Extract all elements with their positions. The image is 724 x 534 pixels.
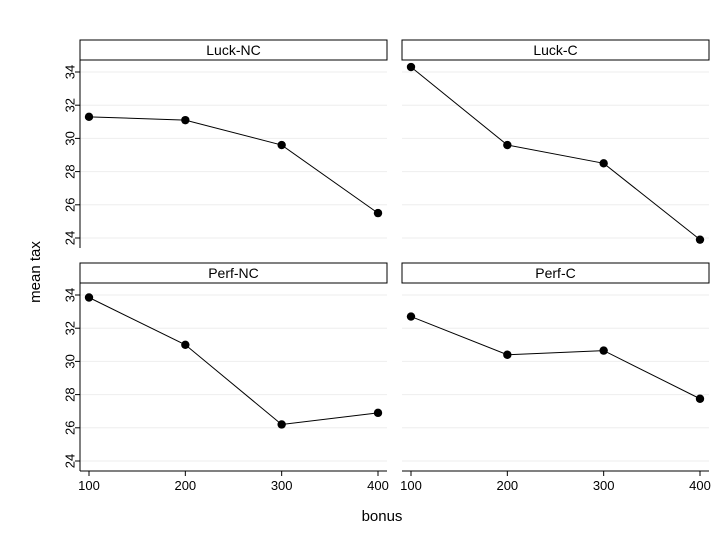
x-tick-label: 200 [496, 478, 518, 493]
panel-strip [79, 262, 388, 284]
y-tick-label: 28 [63, 164, 78, 178]
data-point [503, 140, 512, 150]
panel-perf-nc: Perf-NC 24 26 28 30 32 34 100 200 300 400 [63, 262, 389, 493]
data-point [503, 350, 512, 359]
panels-layer: Luck-NC 24 26 28 30 32 34 Luck-C Perf-NC 24 26 28 30… [63, 39, 711, 493]
y-tick-label: 28 [63, 387, 78, 401]
series-line [410, 316, 701, 400]
y-tick-label: 24 [63, 454, 78, 468]
x-tick-label: 300 [593, 478, 615, 493]
plot-area [402, 283, 709, 471]
data-point [695, 394, 705, 403]
y-tick-label: 32 [63, 321, 78, 335]
panel-strip [401, 262, 710, 284]
y-axis-title: mean tax [27, 241, 44, 303]
x-tick-label: 400 [689, 478, 711, 493]
panel-title: Luck-NC [206, 42, 260, 58]
y-tick-label: 30 [63, 131, 78, 145]
x-tick-label: 400 [367, 478, 389, 493]
x-tick-label: 200 [174, 478, 196, 493]
data-point [599, 159, 608, 168]
y-tick-label: 26 [63, 421, 78, 435]
panel-title: Perf-C [535, 265, 575, 281]
data-point [181, 340, 190, 349]
x-tick-label: 100 [78, 478, 100, 493]
y-tick-label: 24 [63, 231, 78, 245]
x-tick-label: 100 [400, 478, 422, 493]
panel-luck-c: Luck-C [401, 39, 710, 248]
data-point [84, 112, 94, 122]
plot-area [80, 60, 387, 248]
y-tick-label: 34 [63, 65, 78, 79]
data-point [599, 346, 608, 355]
data-point [181, 115, 190, 125]
series-line [410, 66, 701, 241]
data-point [373, 208, 383, 218]
data-point [406, 62, 416, 72]
panel-title: Perf-NC [208, 265, 259, 281]
data-point [406, 312, 416, 321]
data-point [695, 235, 705, 244]
data-point [277, 140, 286, 150]
panel-luck-nc: Luck-NC 24 26 28 30 32 34 [63, 39, 388, 248]
y-tick-label: 30 [63, 354, 78, 368]
data-point [84, 293, 94, 302]
series-line [88, 116, 379, 214]
panel-strip [401, 39, 710, 61]
y-tick-label: 26 [63, 198, 78, 212]
data-point [373, 408, 383, 418]
series-line [88, 297, 379, 426]
y-tick-label: 34 [63, 288, 78, 302]
x-axis-title: bonus [362, 508, 403, 525]
x-tick-label: 300 [271, 478, 293, 493]
data-point [277, 420, 286, 429]
panel-title: Luck-C [533, 42, 577, 58]
panel-perf-c: Perf-C 100 200 300 400 [400, 262, 711, 493]
panel-strip [79, 39, 388, 61]
plot-area [80, 283, 387, 471]
y-tick-label: 32 [63, 98, 78, 112]
